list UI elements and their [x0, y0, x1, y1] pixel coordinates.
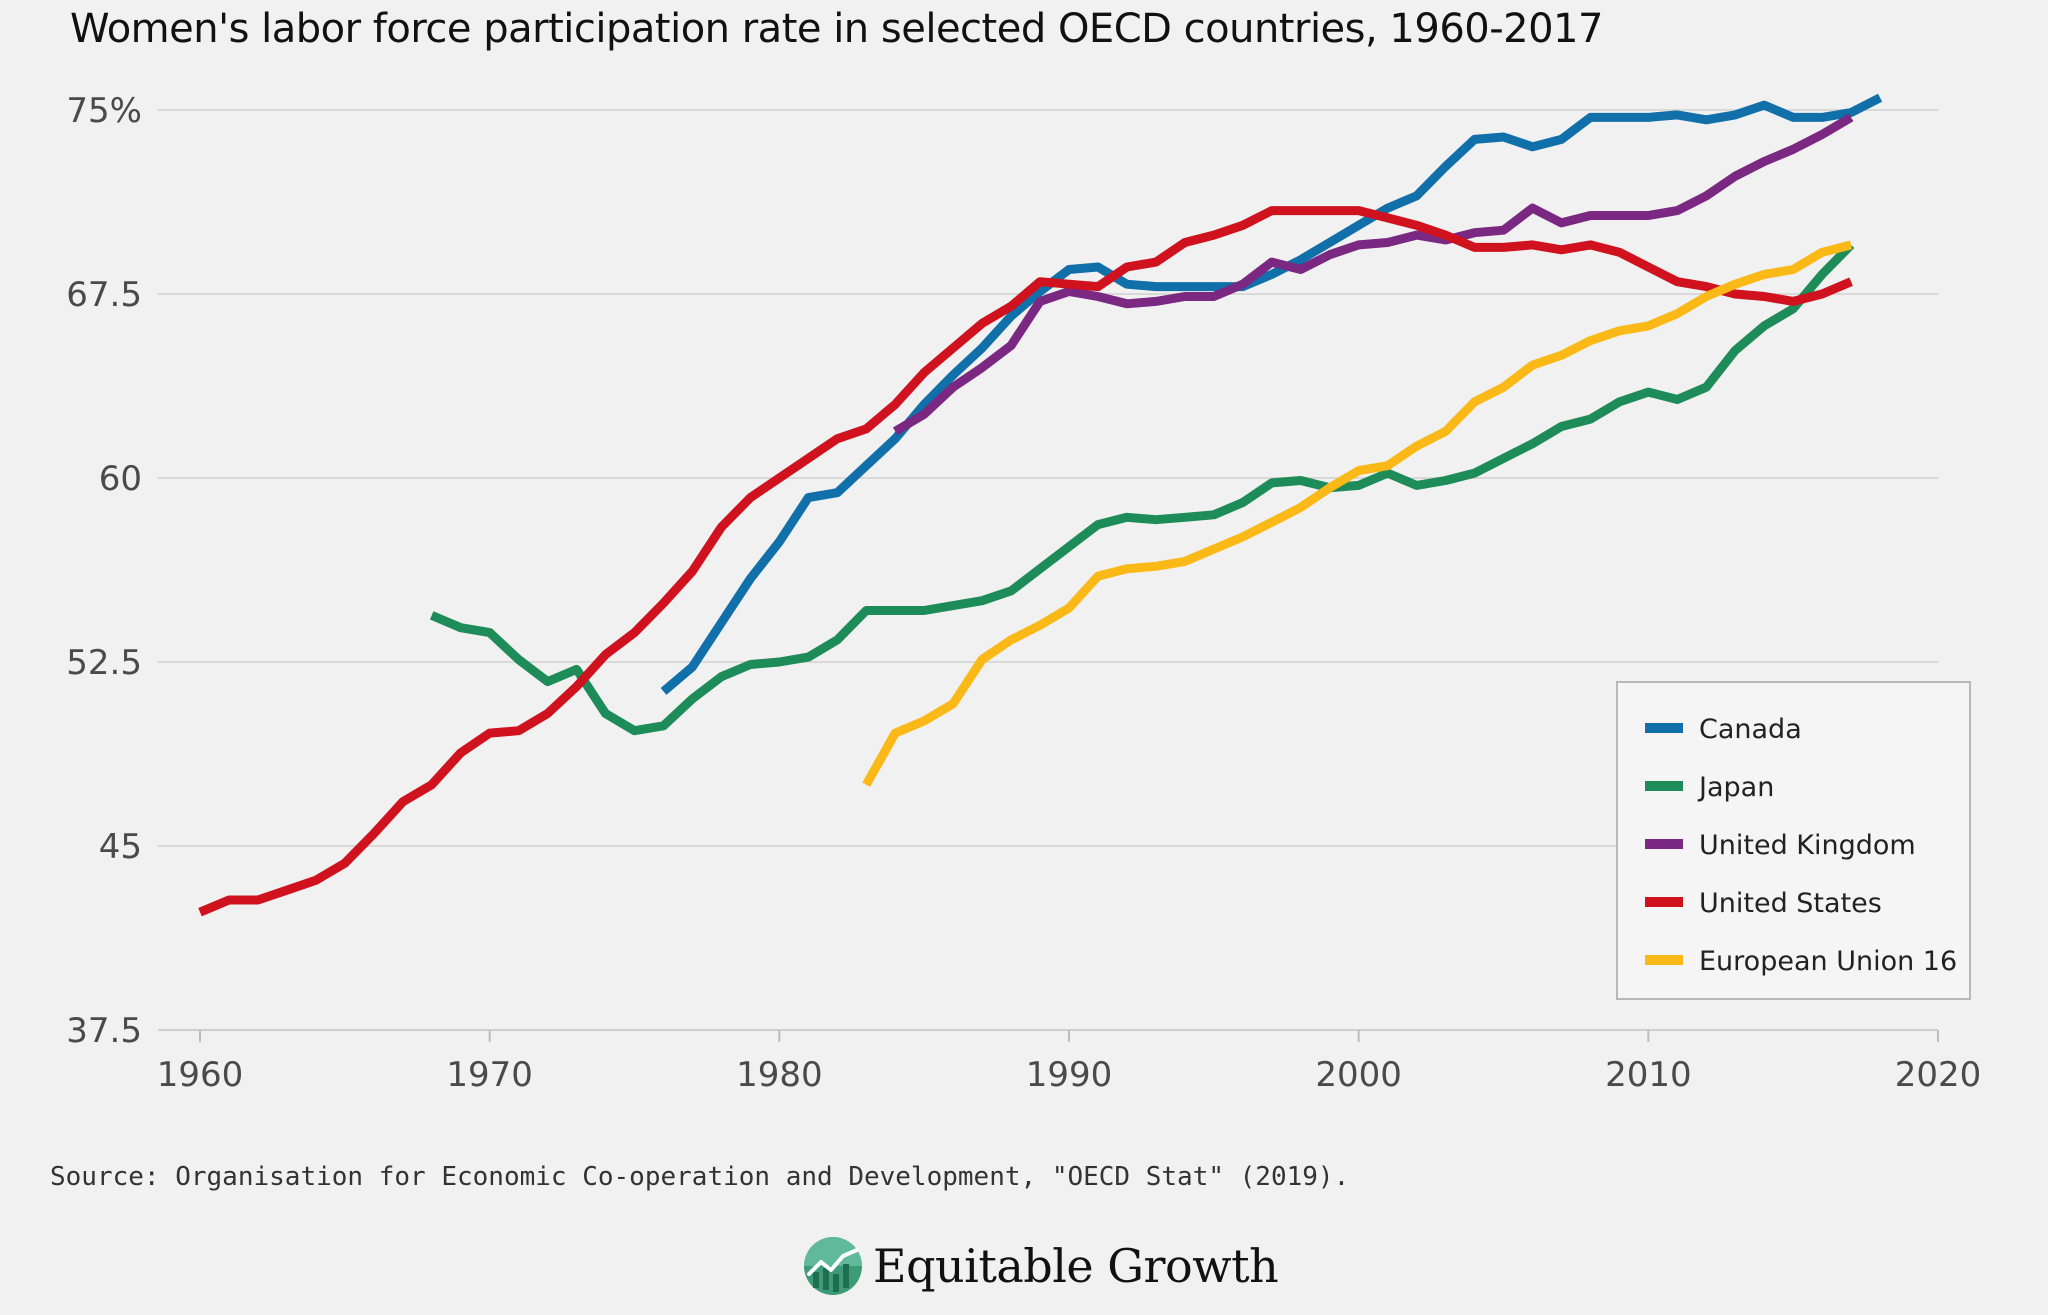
brand-name: Equitable Growth	[873, 1239, 1279, 1293]
x-tick-label: 2020	[1895, 1055, 1982, 1095]
x-tick-label: 1980	[736, 1055, 823, 1095]
legend-label-united-kingdom: United Kingdom	[1699, 830, 1916, 861]
x-tick-label: 1990	[1026, 1055, 1113, 1095]
series-line-european-union-16	[862, 240, 1853, 787]
x-tick-label: 1970	[446, 1055, 533, 1095]
legend-label-european-union-16: European Union 16	[1699, 946, 1957, 977]
x-tick-label: 2010	[1605, 1055, 1692, 1095]
y-tick-label: 67.5	[66, 275, 142, 315]
growth-chart-icon	[804, 1237, 862, 1295]
series-line-united-states	[198, 206, 1853, 917]
chart-title: Women's labor force participation rate i…	[70, 6, 1603, 52]
x-tick-label: 2000	[1315, 1055, 1402, 1095]
legend: Canada Japan United Kingdom United States Eu…	[1616, 681, 1971, 1000]
y-tick-label: 45	[99, 827, 142, 867]
legend-label-canada: Canada	[1699, 714, 1802, 745]
y-tick-label: 60	[99, 459, 142, 499]
y-tick-label: 52.5	[66, 643, 142, 683]
series-line-japan	[429, 241, 1855, 736]
series-line-canada	[660, 93, 1883, 695]
legend-label-united-states: United States	[1699, 888, 1882, 919]
brand-logo-lockup[interactable]: Equitable Growth	[803, 1236, 1279, 1296]
series-lines	[198, 93, 1883, 917]
y-tick-label: 75%	[66, 91, 142, 131]
legend-label-japan: Japan	[1697, 772, 1774, 803]
series-line-united-kingdom	[892, 113, 1854, 436]
y-tick-label: 37.5	[66, 1011, 142, 1051]
x-tick-label: 1960	[157, 1055, 244, 1095]
source-note: Source: Organisation for Economic Co-ope…	[50, 1162, 1350, 1192]
axes: 37.5 45 52.5 60 67.5 75% 1960 1970 1980 1990 2000 2…	[66, 91, 1981, 1095]
